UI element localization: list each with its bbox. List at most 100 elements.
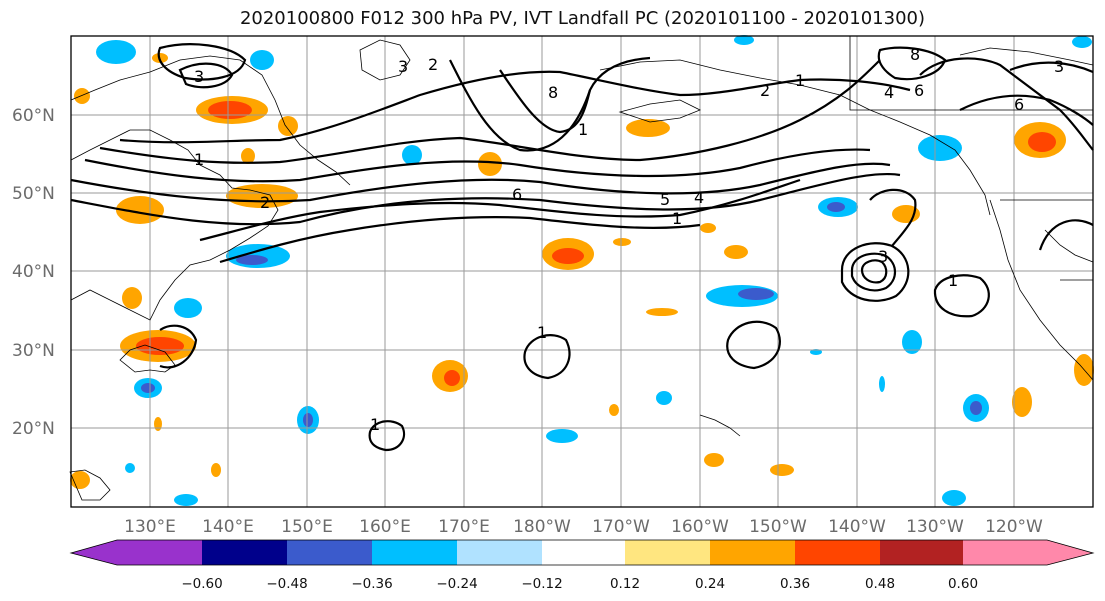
colorbar-tick-label: −0.60 [181, 576, 222, 592]
shading-layer [70, 35, 1094, 506]
contour-label: 4 [694, 188, 704, 207]
gridlines [71, 36, 1093, 507]
lat-label-50n: 50°N [12, 184, 55, 204]
colorbar-tick-label: −0.24 [436, 576, 477, 592]
contour-label: 3 [398, 57, 408, 76]
lon-label: 120°W [985, 517, 1043, 537]
negative-anomaly [1072, 36, 1092, 48]
colorbar-segment [202, 540, 287, 565]
positive-anomaly [626, 119, 670, 137]
negative-anomaly [827, 202, 845, 212]
lon-label: 170°E [438, 517, 490, 537]
contour-label: 1 [948, 271, 958, 290]
positive-anomaly [478, 152, 502, 176]
contour-label-group: 3 2 1 8 6 5 4 1 3 1 1 1 3 6 8 4 6 3 2 1 … [194, 45, 1064, 434]
colorbar-tick-label: −0.48 [266, 576, 307, 592]
lon-label: 160°E [359, 517, 411, 537]
negative-anomaly [942, 490, 966, 506]
negative-anomaly [402, 145, 422, 165]
lon-label: 140°W [828, 517, 886, 537]
colorbar-tick-label: 0.36 [780, 576, 810, 592]
negative-anomaly [918, 135, 962, 161]
positive-anomaly [116, 196, 164, 224]
contour-label: 2 [760, 81, 770, 100]
positive-anomaly [278, 116, 298, 136]
positive-anomaly [552, 248, 584, 264]
contour-label: 5 [660, 190, 670, 209]
lon-label: 130°E [124, 517, 176, 537]
contour-label: 1 [537, 323, 547, 342]
positive-anomaly [1028, 132, 1056, 152]
lon-label: 160°W [671, 517, 729, 537]
colorbar: −0.60 −0.48 −0.36 −0.24 −0.12 0.12 0.24 … [69, 539, 1095, 592]
positive-anomaly [724, 245, 748, 259]
latitude-axis: 20°N 30°N 40°N 50°N 60°N [12, 106, 55, 439]
contour-label: 1 [672, 209, 682, 228]
positive-anomaly [613, 238, 631, 246]
positive-anomaly [646, 308, 678, 316]
negative-anomaly [970, 401, 982, 415]
longitude-axis: 130°E 140°E 150°E 160°E 170°E 180°W 170°… [124, 517, 1043, 537]
colorbar-tick-label: −0.12 [521, 576, 562, 592]
contour-label: 2 [260, 193, 270, 212]
positive-anomaly [704, 453, 724, 467]
positive-anomaly [211, 463, 221, 477]
negative-anomaly [656, 391, 672, 405]
colorbar-segment [372, 540, 457, 565]
positive-anomaly [208, 101, 252, 119]
contour-label: 1 [194, 150, 204, 169]
contour-label: 8 [548, 83, 558, 102]
contour-label: 8 [910, 45, 920, 64]
lon-label: 180°W [513, 517, 571, 537]
lon-label: 150°E [281, 517, 333, 537]
colorbar-segment [542, 540, 625, 565]
positive-anomaly [444, 370, 460, 386]
contour-label: 6 [1014, 95, 1024, 114]
positive-anomaly [154, 417, 162, 431]
negative-anomaly [738, 288, 774, 300]
figure-title: 2020100800 F012 300 hPa PV, IVT Landfall… [239, 8, 926, 29]
contour-label: 3 [878, 247, 888, 266]
positive-anomaly [241, 148, 255, 164]
lon-label: 130°W [906, 517, 964, 537]
lon-label: 140°E [202, 517, 254, 537]
negative-anomaly [250, 50, 274, 70]
negative-anomaly [174, 494, 198, 506]
colorbar-segment [287, 540, 372, 565]
colorbar-segment [457, 540, 542, 565]
contour-label: 6 [512, 185, 522, 204]
positive-anomaly [770, 464, 794, 476]
colorbar-tick-label: 0.48 [865, 576, 895, 592]
positive-anomaly [74, 88, 90, 104]
lat-label-30n: 30°N [12, 341, 55, 361]
negative-anomaly [236, 255, 268, 265]
colorbar-segment [880, 540, 963, 565]
contour-label: 1 [578, 120, 588, 139]
contour-label: 3 [194, 67, 204, 86]
contour-label: 4 [884, 83, 894, 102]
negative-anomaly [303, 413, 313, 427]
negative-anomaly [734, 35, 754, 45]
colorbar-tick-label: 0.24 [695, 576, 725, 592]
negative-anomaly [902, 330, 922, 354]
colorbar-segment [710, 540, 795, 565]
lon-label: 170°W [592, 517, 650, 537]
positive-anomaly [1012, 387, 1032, 417]
map-panel: 3 2 1 8 6 5 4 1 3 1 1 1 3 6 8 4 6 3 2 1 … [69, 35, 1094, 508]
negative-anomaly [174, 298, 202, 318]
lat-label-20n: 20°N [12, 419, 55, 439]
lon-label: 150°W [749, 517, 807, 537]
colorbar-tick-label: 0.12 [610, 576, 640, 592]
contour-label: 1 [795, 71, 805, 90]
positive-anomaly [700, 223, 716, 233]
contour-label: 3 [1054, 57, 1064, 76]
contour-label: 1 [370, 415, 380, 434]
contour-label: 6 [914, 81, 924, 100]
negative-anomaly [879, 376, 885, 392]
negative-anomaly [141, 383, 155, 393]
contour-label: 2 [428, 55, 438, 74]
lat-label-40n: 40°N [12, 262, 55, 282]
colorbar-segment [795, 540, 880, 565]
colorbar-segment [117, 540, 202, 565]
